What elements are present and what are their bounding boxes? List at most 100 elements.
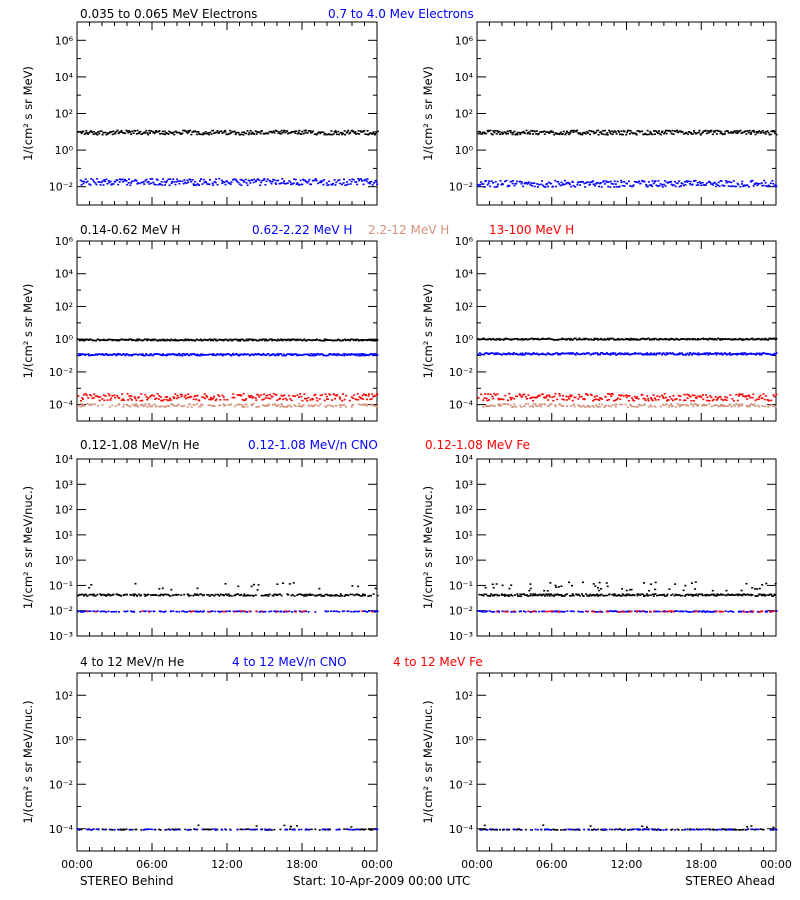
data-point — [314, 353, 317, 355]
data-point — [266, 594, 269, 596]
data-point — [160, 405, 163, 408]
data-point — [326, 184, 329, 186]
data-point — [719, 353, 722, 355]
data-point — [362, 403, 365, 406]
data-point — [233, 178, 236, 180]
data-point — [367, 595, 370, 597]
data-point — [547, 185, 550, 188]
data-point — [650, 397, 652, 399]
data-point — [486, 399, 489, 402]
data-point — [159, 829, 162, 831]
data-point — [105, 133, 108, 136]
data-point — [158, 828, 161, 831]
data-point — [166, 593, 169, 596]
data-point — [109, 180, 112, 183]
data-point — [257, 178, 260, 180]
data-point — [372, 610, 375, 613]
data-point — [593, 132, 596, 135]
data-point — [166, 396, 169, 398]
data-point — [277, 179, 280, 182]
data-point — [80, 403, 83, 405]
data-point — [165, 339, 168, 342]
data-point — [532, 352, 535, 354]
data-point — [264, 397, 267, 399]
data-point — [89, 610, 92, 612]
data-point — [267, 595, 270, 597]
data-point — [705, 338, 708, 340]
data-point — [625, 133, 628, 136]
data-point — [547, 399, 550, 401]
data-point — [107, 180, 110, 182]
data-point — [218, 611, 221, 613]
data-point — [692, 594, 695, 596]
data-point — [597, 611, 600, 613]
data-point — [371, 393, 374, 395]
data-point — [653, 405, 656, 408]
data-point — [212, 404, 215, 407]
data-point — [478, 185, 481, 187]
data-point — [646, 395, 649, 397]
data-point — [259, 184, 262, 186]
data-point — [326, 398, 328, 400]
data-point — [546, 594, 549, 597]
data-point — [732, 611, 735, 613]
data-point — [565, 399, 568, 401]
data-point — [334, 339, 337, 342]
data-point — [86, 180, 89, 183]
data-point — [198, 184, 201, 186]
data-point — [507, 399, 509, 402]
data-point — [561, 352, 564, 355]
data-point — [219, 593, 222, 596]
data-point — [356, 183, 359, 186]
data-point — [621, 403, 624, 406]
data-point — [689, 396, 692, 398]
data-point — [218, 131, 221, 134]
data-point — [656, 594, 658, 597]
data-point — [627, 129, 630, 132]
data-point — [536, 186, 539, 188]
data-point — [626, 594, 629, 597]
data-point — [604, 183, 607, 185]
data-point — [547, 610, 550, 613]
data-point — [690, 582, 693, 584]
data-point — [775, 393, 778, 396]
data-point — [603, 129, 606, 132]
data-point — [365, 405, 368, 407]
data-point — [523, 393, 526, 396]
data-point — [154, 338, 157, 341]
data-point — [717, 405, 720, 408]
data-point — [703, 352, 706, 354]
data-point — [630, 338, 633, 341]
data-point — [748, 129, 751, 132]
data-point — [77, 405, 80, 407]
data-point — [629, 353, 632, 356]
data-point — [148, 828, 151, 830]
data-point — [529, 587, 532, 590]
y-tick-label: 10⁻⁴ — [449, 823, 474, 836]
data-point — [162, 399, 165, 401]
data-point — [321, 828, 324, 831]
data-point — [652, 182, 655, 185]
data-point — [246, 339, 249, 342]
data-point — [198, 354, 201, 357]
data-point — [312, 398, 314, 401]
data-point — [150, 405, 153, 408]
data-point — [649, 132, 652, 134]
data-point — [87, 133, 90, 135]
data-point — [627, 180, 630, 182]
data-point — [180, 395, 183, 398]
data-point — [666, 593, 669, 596]
data-point — [724, 405, 727, 408]
data-point — [261, 399, 264, 401]
data-point — [253, 354, 255, 356]
data-point — [290, 825, 293, 828]
data-point — [117, 404, 120, 406]
data-point — [257, 394, 260, 396]
data-point — [704, 184, 707, 186]
data-point — [290, 399, 293, 402]
data-point — [305, 129, 307, 132]
data-series — [77, 610, 379, 613]
data-point — [557, 586, 560, 588]
data-point — [740, 132, 743, 134]
